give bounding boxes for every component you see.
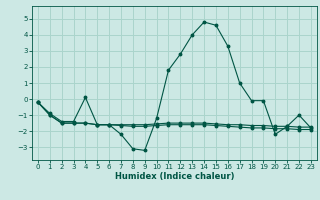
X-axis label: Humidex (Indice chaleur): Humidex (Indice chaleur) (115, 172, 234, 181)
